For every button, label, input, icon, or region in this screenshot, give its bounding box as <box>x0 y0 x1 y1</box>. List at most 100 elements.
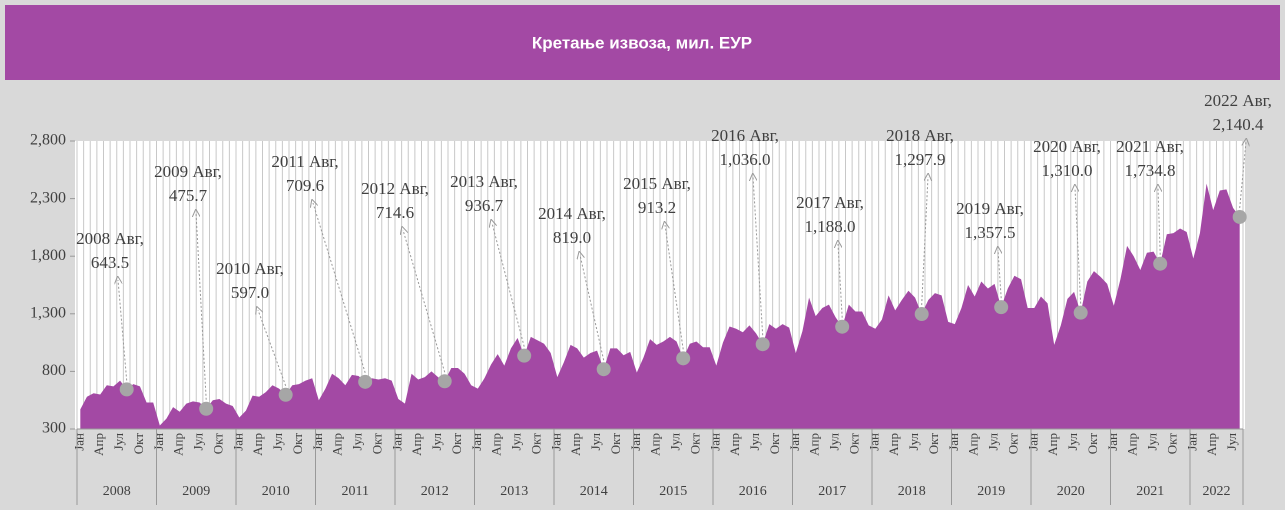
annotation-label: 2020 Авг, <box>1033 137 1101 156</box>
annotation-label: 2019 Авг, <box>956 199 1024 218</box>
data-label: 819.0 <box>553 228 591 247</box>
title-bar <box>5 5 1280 80</box>
annotation-label: 2021 Авг, <box>1116 137 1184 156</box>
year-label: 2019 <box>977 484 1005 499</box>
data-label: 1,297.9 <box>895 150 946 169</box>
x-tick-label: Јан <box>71 433 86 451</box>
data-label: 1,357.5 <box>965 223 1016 242</box>
annotation-label: 2012 Авг, <box>361 179 429 198</box>
x-tick-label: Апр <box>409 433 424 456</box>
point-marker <box>914 307 929 322</box>
annotation-label: 2008 Авг, <box>76 229 144 248</box>
x-tick-label: Јан <box>389 433 404 451</box>
y-tick-label: 1,800 <box>30 247 66 264</box>
x-tick-label: Апр <box>91 433 106 456</box>
year-label: 2008 <box>103 484 131 499</box>
x-tick-label: Окт <box>1085 433 1100 455</box>
x-tick-label: Апр <box>886 433 901 456</box>
annotation-label: 2014 Авг, <box>538 204 606 223</box>
data-label: 643.5 <box>91 253 129 272</box>
y-tick-label: 800 <box>42 362 66 379</box>
x-tick-label: Јан <box>628 433 643 451</box>
annotation-label: 2013 Авг, <box>450 172 518 191</box>
annotation-label: 2010 Авг, <box>216 259 284 278</box>
x-tick-label: Јул <box>1065 432 1080 450</box>
x-tick-label: Јан <box>946 433 961 451</box>
year-label: 2009 <box>182 484 210 499</box>
annotation-arrow <box>580 255 605 361</box>
x-tick-label: Јан <box>1184 433 1199 451</box>
x-tick-label: Јул <box>747 432 762 450</box>
data-label: 913.2 <box>638 198 676 217</box>
x-tick-label: Јул <box>350 432 365 450</box>
area <box>80 183 1240 429</box>
data-label: 1,188.0 <box>805 217 856 236</box>
annotation-arrow <box>998 250 1001 299</box>
y-tick-label: 300 <box>42 420 66 437</box>
x-tick-label: Апр <box>807 433 822 456</box>
x-tick-label: Апр <box>648 433 663 456</box>
year-label: 2015 <box>659 484 687 499</box>
y-tick-label: 2,800 <box>30 132 66 149</box>
x-tick-label: Окт <box>608 433 623 455</box>
annotation-label: 2017 Авг, <box>796 193 864 212</box>
x-tick-label: Јул <box>270 432 285 450</box>
x-tick-label: Окт <box>846 433 861 455</box>
data-label: 475.7 <box>169 186 208 205</box>
point-marker <box>278 387 293 402</box>
year-label: 2016 <box>739 484 767 499</box>
point-marker <box>994 300 1009 315</box>
point-marker <box>1232 209 1247 224</box>
annotation-label: 2015 Авг, <box>623 174 691 193</box>
annotation-arrow <box>403 230 446 373</box>
x-tick-label: Окт <box>449 433 464 455</box>
x-tick-label: Окт <box>687 433 702 455</box>
point-marker <box>1073 305 1088 320</box>
x-tick-label: Јул <box>588 432 603 450</box>
annotation-arrow <box>1239 142 1246 209</box>
x-tick-label: Јан <box>548 433 563 451</box>
x-tick-label: Јул <box>827 432 842 450</box>
annotation-label: 2018 Авг, <box>886 126 954 145</box>
annotation-arrow <box>838 244 843 318</box>
x-tick-label: Јан <box>151 433 166 451</box>
year-label: 2011 <box>342 484 369 499</box>
x-tick-label: Јул <box>1145 432 1160 450</box>
x-tick-label: Јан <box>787 433 802 451</box>
x-tick-label: Апр <box>966 433 981 456</box>
point-marker <box>119 382 134 397</box>
x-tick-label: Јул <box>1224 432 1239 450</box>
point-marker <box>755 337 770 352</box>
point-marker <box>358 374 373 389</box>
x-tick-label: Апр <box>489 433 504 456</box>
data-label: 597.0 <box>231 283 269 302</box>
annotation-arrow <box>1158 188 1160 255</box>
x-tick-label: Јан <box>310 433 325 451</box>
chart-title: Кретање извоза, мил. ЕУР <box>532 33 752 52</box>
x-tick-label: Окт <box>926 433 941 455</box>
point-marker <box>596 362 611 377</box>
x-tick-label: Апр <box>171 433 186 456</box>
x-tick-label: Апр <box>330 433 345 456</box>
annotation-arrow <box>665 225 684 350</box>
x-tick-label: Јан <box>230 433 245 451</box>
year-label: 2018 <box>898 484 926 499</box>
x-tick-label: Јул <box>429 432 444 450</box>
annotation-arrow <box>196 213 207 400</box>
x-tick-label: Апр <box>727 433 742 456</box>
point-marker <box>437 374 452 389</box>
x-tick-label: Апр <box>1204 433 1219 456</box>
y-tick-label: 1,300 <box>30 304 66 321</box>
year-label: 2022 <box>1203 484 1231 499</box>
data-label: 936.7 <box>465 196 504 215</box>
annotation-arrow <box>753 177 764 336</box>
year-label: 2021 <box>1136 484 1164 499</box>
annotation-arrow <box>258 310 287 386</box>
annotation-label: 2016 Авг, <box>711 126 779 145</box>
point-marker <box>517 348 532 363</box>
data-label: 1,036.0 <box>720 150 771 169</box>
data-label: 709.6 <box>286 176 324 195</box>
x-tick-label: Јул <box>986 432 1001 450</box>
annotation-label: 2011 Авг, <box>271 152 338 171</box>
